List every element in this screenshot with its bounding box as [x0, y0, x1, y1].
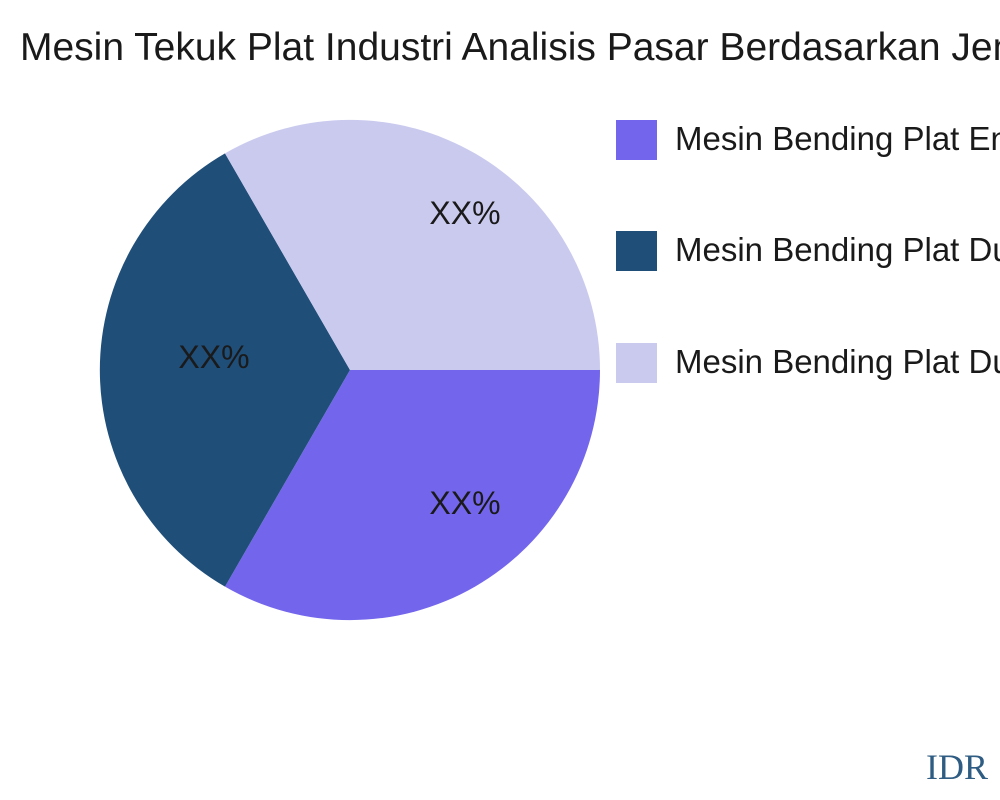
svg-text:XX%: XX%: [429, 485, 500, 521]
svg-text:XX%: XX%: [429, 195, 500, 231]
svg-text:XX%: XX%: [178, 339, 249, 375]
